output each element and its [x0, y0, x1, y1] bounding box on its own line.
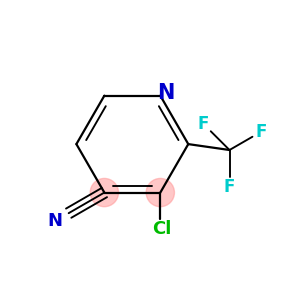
Text: Cl: Cl	[152, 220, 172, 238]
Text: F: F	[224, 178, 235, 196]
Text: F: F	[198, 115, 209, 133]
Circle shape	[90, 178, 118, 207]
Text: N: N	[47, 212, 62, 230]
Text: F: F	[256, 123, 267, 141]
Circle shape	[146, 178, 174, 207]
Text: N: N	[157, 83, 174, 103]
